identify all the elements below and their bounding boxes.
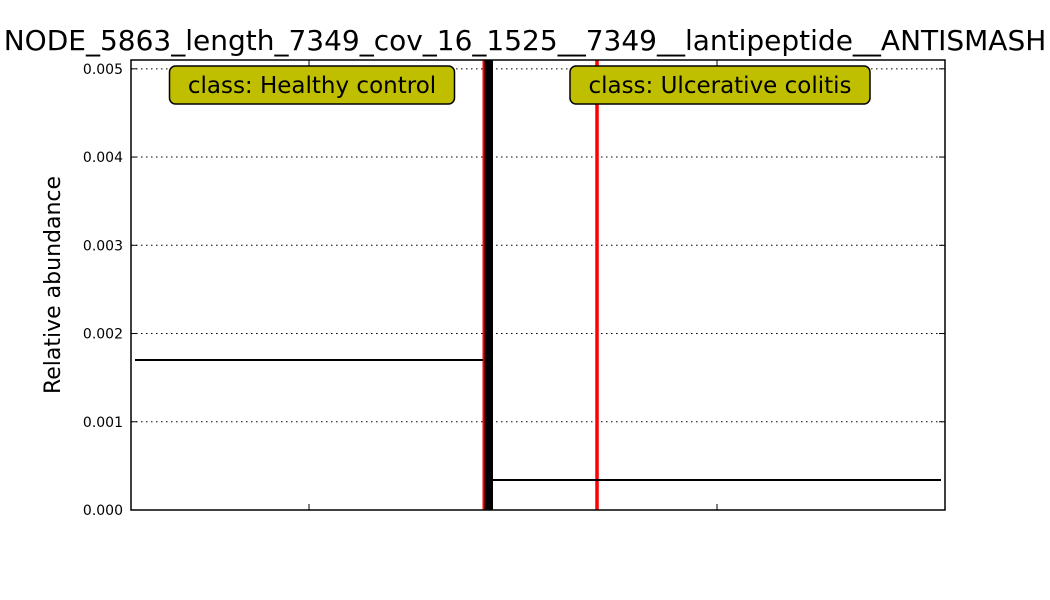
data-marks <box>135 60 941 510</box>
y-tick-label: 0.004 <box>83 150 123 166</box>
y-tick-label: 0.002 <box>83 327 123 343</box>
y-tick-label: 0.000 <box>83 503 123 519</box>
y-tick-label: 0.001 <box>83 415 123 431</box>
y-tick-label: 0.005 <box>83 62 123 78</box>
plot-area <box>131 60 945 510</box>
y-axis-label: Relative abundance <box>41 176 66 394</box>
y-axis-ticks: 0.000 0.001 0.002 0.003 0.004 0.005 <box>83 62 945 519</box>
class-label-box <box>168 65 456 105</box>
class-label-healthy: class: Healthy control <box>188 73 436 99</box>
x-axis-ticks <box>308 60 718 510</box>
class-labels: class: Healthy control class: Ulcerative … <box>168 65 871 105</box>
class-label-box <box>569 65 871 105</box>
class-separator <box>484 60 493 510</box>
chart-title: NODE_5863_length_7349_cov_16_1525__7349_… <box>4 24 1047 57</box>
class-label-uc: class: Ulcerative colitis <box>588 73 851 99</box>
y-tick-label: 0.003 <box>83 238 123 254</box>
plot-frame <box>130 59 946 511</box>
